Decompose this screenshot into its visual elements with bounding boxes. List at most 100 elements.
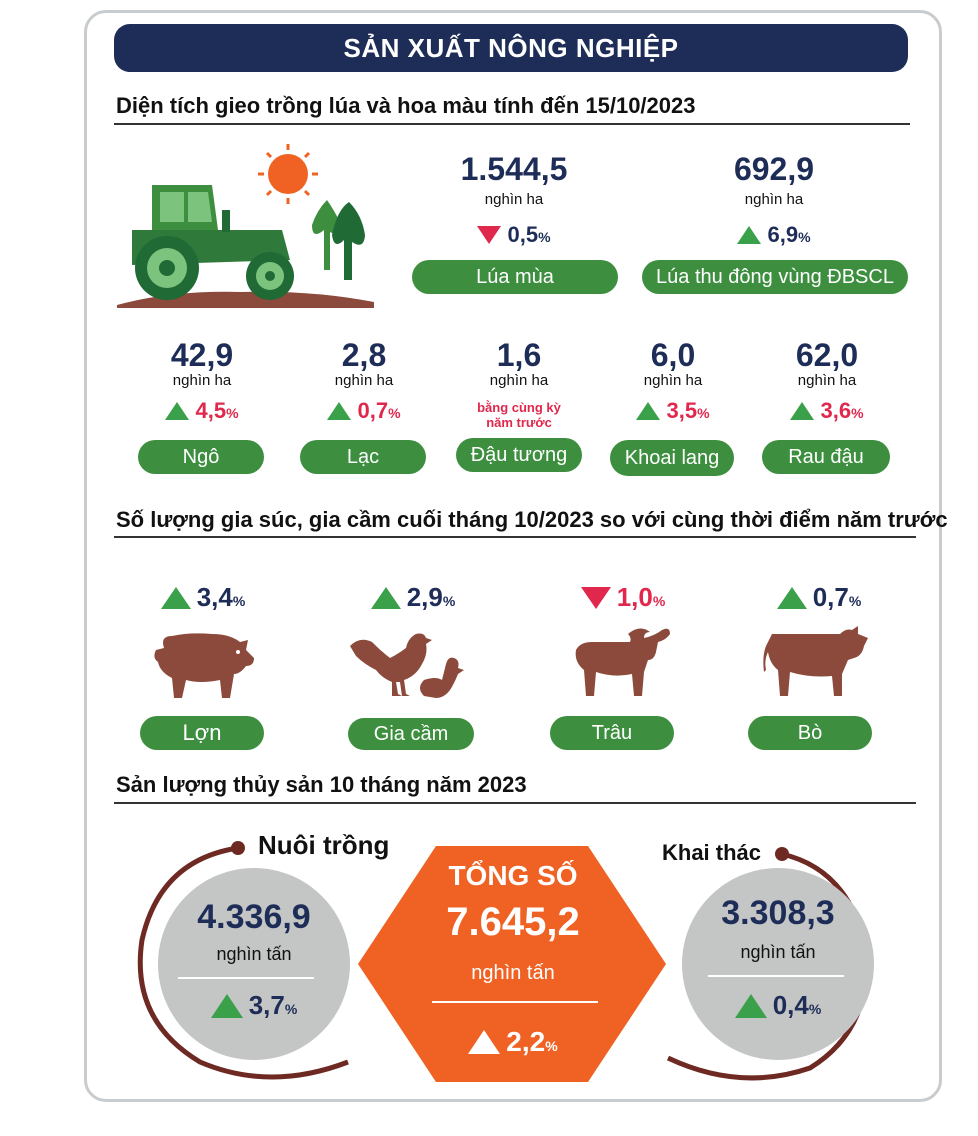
dau-tuong-unit: nghìn ha <box>489 372 549 389</box>
aquaculture-label: Nuôi trồng <box>258 830 390 860</box>
decrease-triangle-icon <box>580 586 611 609</box>
trau-change: 1,0% <box>560 582 686 613</box>
increase-triangle-icon <box>468 1030 501 1054</box>
increase-triangle-icon <box>370 586 401 609</box>
aquaculture-circle <box>158 868 350 1060</box>
bo-label: Bò <box>748 716 872 750</box>
total-change: 2,2% <box>418 1026 608 1058</box>
aquaculture-unit: nghìn tấn <box>216 944 292 964</box>
lua-mua-change-value: 0,5 <box>507 222 539 247</box>
lua-mua-label: Lúa mùa <box>412 260 618 294</box>
livestock-section-title: Số lượng gia súc, gia cầm cuối tháng 10/… <box>116 507 948 532</box>
lac-change-value: 0,7 <box>357 398 389 423</box>
capture-unit: nghìn tấn <box>740 942 816 962</box>
poultry-icon <box>350 633 464 698</box>
percent-sign: % <box>652 593 666 609</box>
ngo-label: Ngô <box>138 440 264 474</box>
ngo-change: 4,5% <box>140 398 264 424</box>
dau-tuong-note-line1: bằng cùng kỳ <box>477 400 561 415</box>
trau-label: Trâu <box>550 716 674 750</box>
percent-sign: % <box>798 229 811 245</box>
percent-sign: % <box>388 405 401 421</box>
percent-sign: % <box>538 229 551 245</box>
lua-mua-unit: nghìn ha <box>484 191 544 208</box>
aquaculture-divider <box>178 977 314 979</box>
rau-dau-value: 62,0 <box>795 337 859 373</box>
livestock-divider <box>114 536 916 538</box>
lua-thu-dong-unit: nghìn ha <box>744 191 804 208</box>
percent-sign: % <box>226 405 239 421</box>
rau-dau-label: Rau đậu <box>762 440 890 474</box>
gia-cam-change: 2,9% <box>350 582 476 613</box>
pig-icon <box>154 633 254 698</box>
aquaculture-change-value: 3,7 <box>248 990 285 1020</box>
percent-sign: % <box>851 405 864 421</box>
lon-change-value: 3,4 <box>196 582 233 612</box>
lac-label: Lạc <box>300 440 426 474</box>
fishery-divider <box>114 802 916 804</box>
fishery-section-title: Sản lượng thủy sản 10 tháng năm 2023 <box>116 772 527 797</box>
percent-sign: % <box>232 593 246 609</box>
lac-value: 2,8 <box>341 337 387 373</box>
increase-triangle-icon <box>734 993 767 1018</box>
bo-change: 0,7% <box>756 582 882 613</box>
percent-sign: % <box>545 1038 558 1054</box>
total-label: TỔNG SỐ <box>448 860 578 891</box>
decrease-triangle-icon <box>477 226 502 244</box>
capture-divider <box>708 975 844 977</box>
aquaculture-change: 3,7% <box>158 990 350 1021</box>
rau-dau-unit: nghìn ha <box>797 372 857 389</box>
lua-thu-dong-value: 692,9 <box>733 151 815 187</box>
khoai-lang-change: 3,5% <box>612 398 734 424</box>
percent-sign: % <box>808 1001 822 1017</box>
trau-change-value: 1,0 <box>616 582 653 612</box>
dau-tuong-note-line2: năm trước <box>486 415 552 430</box>
percent-sign: % <box>442 593 456 609</box>
cow-icon <box>763 626 868 696</box>
increase-triangle-icon <box>636 402 661 420</box>
khoai-lang-change-value: 3,5 <box>666 398 698 423</box>
increase-triangle-icon <box>790 402 815 420</box>
aquaculture-value: 4.336,9 <box>197 898 311 936</box>
capture-change-value: 0,4 <box>772 990 809 1020</box>
bo-change-value: 0,7 <box>812 582 849 612</box>
lon-label: Lợn <box>140 716 264 750</box>
percent-sign: % <box>697 405 710 421</box>
capture-change: 0,4% <box>682 990 874 1021</box>
lua-thu-dong-label: Lúa thu đông vùng ĐBSCL <box>642 260 908 294</box>
khoai-lang-value: 6,0 <box>650 337 696 373</box>
dau-tuong-label: Đậu tương <box>456 438 582 472</box>
khoai-lang-unit: nghìn ha <box>643 372 703 389</box>
ngo-change-value: 4,5 <box>195 398 227 423</box>
lua-thu-dong-change-value: 6,9 <box>767 222 799 247</box>
lac-unit: nghìn ha <box>334 372 394 389</box>
total-divider <box>432 1001 598 1003</box>
gia-cam-label: Gia cầm <box>348 718 474 750</box>
lua-thu-dong-change: 6,9% <box>676 222 872 248</box>
increase-triangle-icon <box>160 586 191 609</box>
total-change-value: 2,2 <box>506 1026 546 1057</box>
rau-dau-change-value: 3,6 <box>820 398 852 423</box>
increase-triangle-icon <box>165 402 190 420</box>
lua-mua-change: 0,5% <box>424 222 604 248</box>
percent-sign: % <box>848 593 862 609</box>
dau-tuong-note: bằng cùng kỳ năm trước <box>456 400 582 430</box>
ngo-value: 42,9 <box>170 337 234 373</box>
khoai-lang-label: Khoai lang <box>610 440 734 476</box>
total-value: 7.645,2 <box>446 900 580 944</box>
crops-divider <box>114 123 910 125</box>
dau-tuong-value: 1,6 <box>496 337 542 373</box>
total-hexagon <box>358 846 666 1082</box>
increase-triangle-icon <box>210 993 243 1018</box>
capture-label: Khai thác <box>662 840 762 865</box>
rau-dau-change: 3,6% <box>762 398 892 424</box>
buffalo-icon <box>575 628 670 696</box>
increase-triangle-icon <box>737 226 762 244</box>
percent-sign: % <box>284 1001 298 1017</box>
total-unit: nghìn tấn <box>471 962 555 984</box>
capture-circle <box>682 868 874 1060</box>
crops-section-title: Diện tích gieo trồng lúa và hoa màu tính… <box>116 93 696 118</box>
increase-triangle-icon <box>776 586 807 609</box>
lac-change: 0,7% <box>302 398 426 424</box>
capture-value: 3.308,3 <box>721 894 835 932</box>
